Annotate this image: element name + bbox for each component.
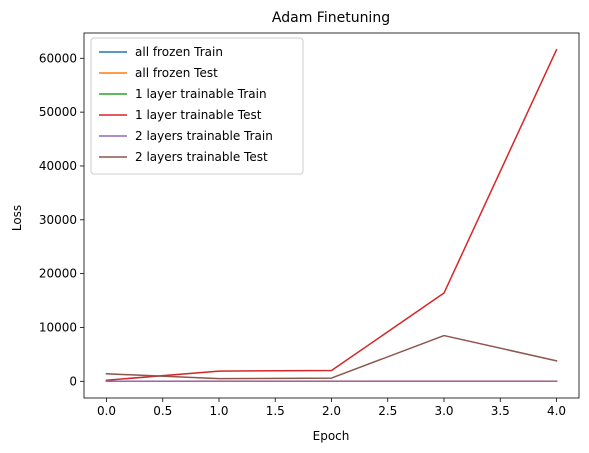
- x-tick-label: 0.0: [97, 404, 116, 418]
- x-axis: 0.0 0.5 1.0 1.5 2.0 2.5 3.0 3.5 4.0: [97, 398, 566, 418]
- y-tick-label: 40000: [39, 159, 77, 173]
- y-tick-label: 20000: [39, 267, 77, 281]
- legend-label-1: all frozen Test: [135, 66, 218, 80]
- x-tick-label: 4.0: [547, 404, 566, 418]
- y-tick-label: 30000: [39, 213, 77, 227]
- legend-label-2: 1 layer trainable Train: [135, 87, 267, 101]
- y-tick-label: 0: [69, 374, 77, 388]
- y-axis: 0 10000 20000 30000 40000 50000 60000: [39, 51, 84, 388]
- legend-label-0: all frozen Train: [135, 45, 223, 59]
- legend: all frozen Train all frozen Test 1 layer t…: [90, 37, 304, 175]
- x-tick-label: 0.5: [153, 404, 172, 418]
- legend-label-5: 2 layers trainable Test: [135, 150, 268, 164]
- legend-label-3: 1 layer trainable Test: [135, 108, 262, 122]
- x-tick-label: 1.5: [266, 404, 285, 418]
- y-tick-label: 60000: [39, 51, 77, 65]
- x-tick-label: 2.5: [378, 404, 397, 418]
- x-tick-label: 3.5: [491, 404, 510, 418]
- legend-box: [90, 37, 304, 175]
- series-line-5: [105, 334, 558, 380]
- chart-title: Adam Finetuning: [272, 10, 390, 26]
- y-tick-label: 50000: [39, 105, 77, 119]
- x-tick-label: 1.0: [209, 404, 228, 418]
- x-tick-label: 2.0: [322, 404, 341, 418]
- series-line-3: [105, 48, 558, 382]
- plot-area: [83, 32, 580, 399]
- x-axis-label: Epoch: [313, 429, 350, 443]
- y-axis-label: Loss: [10, 205, 24, 231]
- legend-label-4: 2 layers trainable Train: [135, 129, 273, 143]
- x-tick-label: 3.0: [434, 404, 453, 418]
- y-tick-label: 10000: [39, 320, 77, 334]
